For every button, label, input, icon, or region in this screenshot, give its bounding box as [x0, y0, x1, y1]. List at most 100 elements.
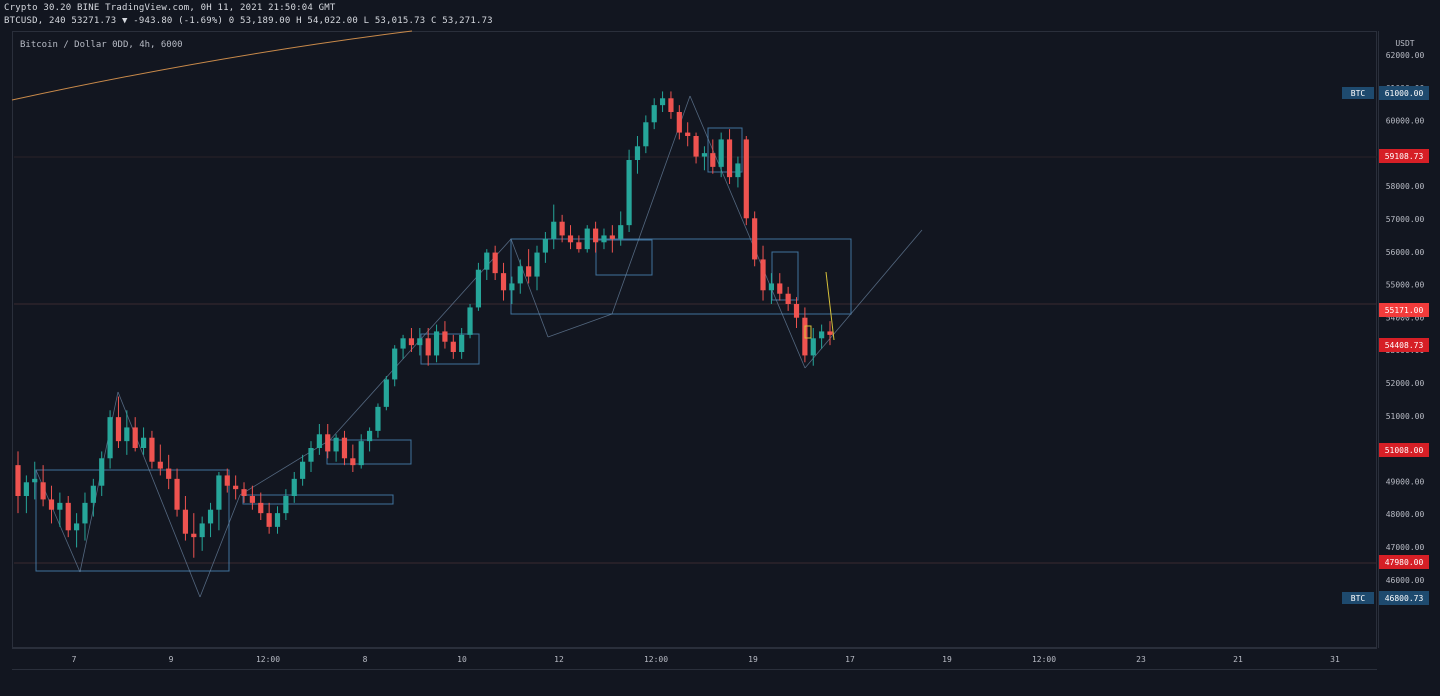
candle-body	[609, 235, 615, 239]
candle-body	[827, 331, 833, 335]
candle-body	[618, 225, 624, 239]
candle-body	[526, 266, 532, 277]
candle-body	[509, 283, 515, 291]
candle-body	[400, 338, 406, 349]
pattern-rectangle	[771, 251, 799, 301]
candle-body	[676, 112, 682, 133]
candle-body	[626, 160, 632, 226]
candle-body	[643, 122, 649, 147]
candle-body	[241, 489, 247, 496]
highlight-marker	[804, 325, 812, 339]
candle-body	[634, 146, 641, 160]
pattern-rectangle	[510, 238, 852, 315]
candle-body	[258, 502, 264, 514]
candle-body	[459, 334, 465, 352]
candle-body	[308, 448, 314, 462]
candle-body	[659, 98, 666, 106]
price-tag-label: 59108.73	[1385, 152, 1424, 161]
chart-pane[interactable]	[12, 31, 1377, 648]
candle-body	[743, 139, 749, 219]
price-tick-label: 56000.00	[1386, 248, 1425, 257]
candle-body	[149, 437, 155, 462]
candle-body	[366, 430, 373, 442]
price-tick-label: 58000.00	[1386, 182, 1425, 191]
time-axis[interactable]	[12, 648, 1377, 670]
time-tick-label: 12	[554, 655, 564, 664]
price-tag-label: 51008.00	[1385, 446, 1424, 455]
candle-body	[701, 153, 708, 157]
price-tag	[1379, 338, 1429, 352]
candle-body	[333, 437, 339, 452]
candle-body	[735, 163, 741, 178]
price-tag	[1379, 591, 1429, 605]
candle-body	[40, 482, 46, 500]
chart-header-ohlc: BTCUSD, 240 53271.73 ▼ -943.80 (-1.69%) …	[4, 16, 493, 26]
zigzag-line	[117, 391, 201, 598]
candle-body	[450, 341, 456, 352]
price-tag-label: 54408.73	[1385, 341, 1424, 350]
candle-body	[576, 242, 582, 250]
candle-body	[810, 338, 816, 356]
candle-body	[551, 221, 557, 239]
candle-body	[668, 98, 674, 112]
price-tag-label: 47980.00	[1385, 558, 1424, 567]
candle-body	[433, 331, 440, 356]
candle-body	[207, 509, 214, 524]
candle-body	[15, 465, 21, 496]
candle-body	[517, 266, 523, 284]
candle-body	[392, 348, 398, 380]
candle-body	[224, 475, 230, 486]
pattern-rectangle	[420, 333, 480, 365]
zigzag-line	[804, 229, 923, 369]
pattern-rectangle	[595, 239, 653, 276]
price-tag-badge	[1342, 592, 1374, 604]
time-tick-label: 31	[1330, 655, 1340, 664]
candle-body	[157, 461, 163, 469]
candle-body	[124, 427, 130, 442]
price-tick-label: 52000.00	[1386, 379, 1425, 388]
candle-body	[341, 437, 348, 459]
chart-header-title: Crypto 30.20 BINE TradingView.com, 0H 11…	[4, 3, 336, 13]
time-tick-label: 19	[748, 655, 758, 664]
candle-body	[685, 132, 691, 136]
price-tag	[1379, 303, 1429, 317]
candle-body	[283, 496, 289, 514]
candle-body	[752, 218, 758, 260]
price-tag-label: 55171.00	[1385, 306, 1424, 315]
candle-body	[191, 533, 197, 538]
candle-body	[417, 338, 423, 346]
candle-body	[442, 331, 448, 342]
pattern-rectangle	[326, 439, 412, 465]
price-tick-label: 55000.00	[1386, 281, 1425, 290]
candle-body	[23, 482, 29, 496]
price-tag-badge-label: BTC	[1351, 594, 1366, 603]
price-axis-currency: USDT	[1395, 39, 1414, 48]
candle-body	[408, 338, 415, 346]
candle-body	[216, 475, 222, 510]
candle-body	[542, 238, 548, 253]
candle-body	[718, 139, 724, 167]
price-axis[interactable]	[1378, 31, 1432, 648]
price-tag-label: 61000.00	[1385, 89, 1424, 98]
price-tick-label: 57000.00	[1386, 215, 1425, 224]
candle-body	[534, 252, 540, 277]
candle-body	[350, 458, 356, 466]
trendline	[11, 30, 413, 101]
candle-body	[48, 499, 55, 510]
price-tick-label: 49000.00	[1386, 477, 1425, 486]
zigzag-line	[510, 238, 549, 338]
candle-body	[593, 228, 599, 243]
candle-body	[274, 513, 281, 527]
price-tag-badge-label: BTC	[1351, 89, 1366, 98]
price-tick-label: 54000.00	[1386, 313, 1425, 322]
candle-body	[651, 105, 657, 123]
highlight-marker	[825, 271, 835, 341]
time-tick-label: 12:00	[1032, 655, 1056, 664]
candle-body	[74, 523, 80, 531]
candle-body	[140, 437, 147, 448]
candle-body	[300, 461, 306, 479]
candle-body	[559, 221, 565, 236]
zigzag-line	[689, 95, 806, 369]
candle-body	[492, 252, 498, 274]
